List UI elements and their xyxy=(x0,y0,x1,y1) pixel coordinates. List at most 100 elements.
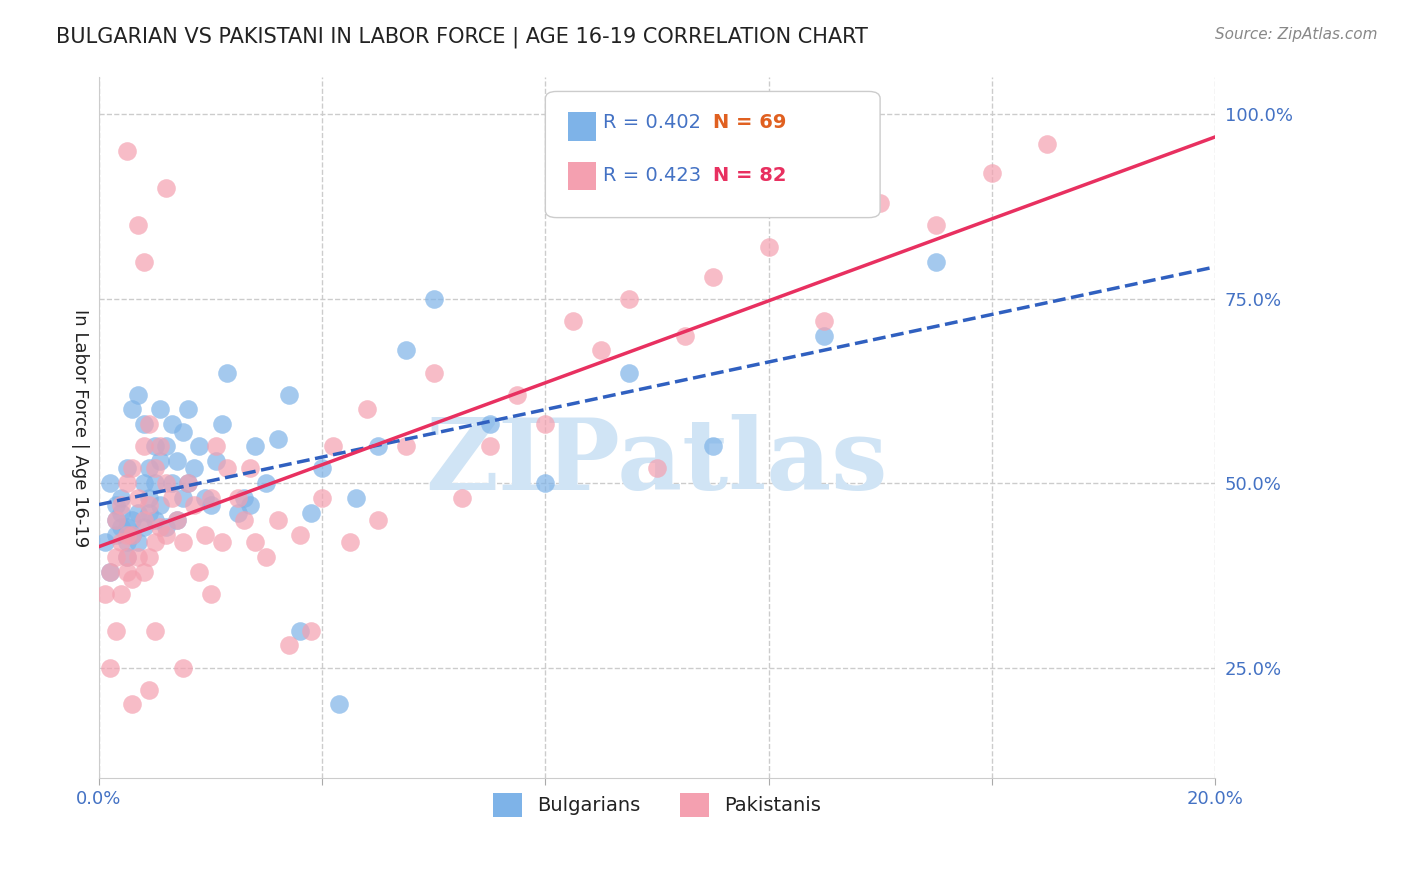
Point xyxy=(149,520,172,534)
Legend: Bulgarians, Pakistanis: Bulgarians, Pakistanis xyxy=(485,785,830,824)
Point xyxy=(177,476,200,491)
Point xyxy=(132,513,155,527)
Point xyxy=(143,476,166,491)
Text: N = 69: N = 69 xyxy=(713,113,786,133)
Point xyxy=(200,587,222,601)
Point xyxy=(813,314,835,328)
Point xyxy=(277,387,299,401)
Point xyxy=(311,461,333,475)
Point xyxy=(143,461,166,475)
Point xyxy=(155,528,177,542)
Point xyxy=(104,528,127,542)
Point xyxy=(132,520,155,534)
Point xyxy=(166,454,188,468)
Point xyxy=(110,506,132,520)
Point xyxy=(166,513,188,527)
Point xyxy=(110,587,132,601)
Point xyxy=(110,535,132,549)
Point xyxy=(166,513,188,527)
Point xyxy=(172,425,194,439)
Point xyxy=(121,528,143,542)
Point xyxy=(93,587,115,601)
Point xyxy=(254,549,277,564)
Point xyxy=(172,660,194,674)
Point xyxy=(266,432,288,446)
Point xyxy=(138,461,160,475)
Point xyxy=(266,513,288,527)
Point xyxy=(188,439,211,453)
Point xyxy=(138,682,160,697)
Point xyxy=(478,439,501,453)
Point xyxy=(869,195,891,210)
Point xyxy=(98,660,121,674)
Point xyxy=(143,513,166,527)
Point xyxy=(132,476,155,491)
Point xyxy=(115,145,138,159)
Point xyxy=(211,535,233,549)
Point xyxy=(194,528,217,542)
Point xyxy=(188,565,211,579)
Point xyxy=(115,520,138,534)
Point xyxy=(160,491,183,505)
Point xyxy=(138,491,160,505)
Point xyxy=(339,535,361,549)
Text: BULGARIAN VS PAKISTANI IN LABOR FORCE | AGE 16-19 CORRELATION CHART: BULGARIAN VS PAKISTANI IN LABOR FORCE | … xyxy=(56,27,868,48)
Point xyxy=(673,328,696,343)
Point xyxy=(143,439,166,453)
Point xyxy=(172,535,194,549)
Point xyxy=(110,520,132,534)
Point xyxy=(702,439,724,453)
Point xyxy=(98,476,121,491)
Point xyxy=(254,476,277,491)
Point xyxy=(115,565,138,579)
Point xyxy=(299,624,322,638)
Text: R = 0.423: R = 0.423 xyxy=(603,166,702,185)
Point xyxy=(395,343,418,358)
Point xyxy=(591,343,613,358)
Point xyxy=(506,387,529,401)
Point xyxy=(177,402,200,417)
Point xyxy=(228,491,250,505)
Point xyxy=(423,292,446,306)
FancyBboxPatch shape xyxy=(546,92,880,218)
Point xyxy=(367,513,389,527)
Point xyxy=(121,528,143,542)
Point xyxy=(1036,136,1059,151)
Point xyxy=(127,491,149,505)
Point xyxy=(104,498,127,512)
Point xyxy=(534,417,557,432)
Point xyxy=(194,491,217,505)
Point xyxy=(980,166,1002,180)
Point xyxy=(200,491,222,505)
Point xyxy=(534,476,557,491)
Point xyxy=(423,366,446,380)
Point xyxy=(143,624,166,638)
Point xyxy=(121,513,143,527)
Point xyxy=(115,461,138,475)
Point xyxy=(138,506,160,520)
Bar xyxy=(568,112,596,141)
Point xyxy=(702,269,724,284)
Point xyxy=(138,498,160,512)
Point xyxy=(93,535,115,549)
Point xyxy=(104,549,127,564)
Point xyxy=(395,439,418,453)
Point xyxy=(299,506,322,520)
Point xyxy=(149,454,172,468)
Point xyxy=(356,402,378,417)
Point xyxy=(121,402,143,417)
Y-axis label: In Labor Force | Age 16-19: In Labor Force | Age 16-19 xyxy=(72,309,89,547)
Point xyxy=(121,461,143,475)
Point xyxy=(115,528,138,542)
Point xyxy=(562,314,585,328)
Point xyxy=(183,498,205,512)
Point xyxy=(925,218,948,232)
Point xyxy=(104,513,127,527)
Point xyxy=(121,572,143,586)
Point xyxy=(149,402,172,417)
Point xyxy=(121,698,143,712)
Point xyxy=(311,491,333,505)
Point xyxy=(239,461,262,475)
Point xyxy=(127,535,149,549)
Point xyxy=(127,218,149,232)
